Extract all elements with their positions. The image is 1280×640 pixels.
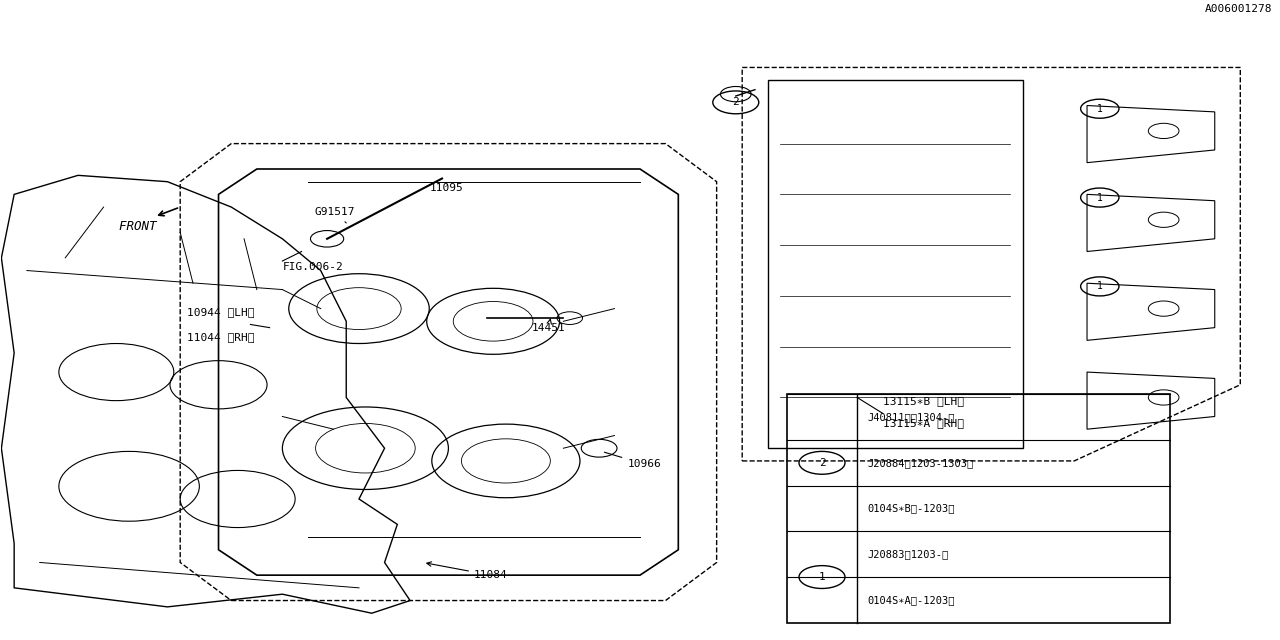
Text: J40811　《1304-》: J40811 《1304-》 xyxy=(868,412,955,422)
Text: A006001278: A006001278 xyxy=(1204,3,1272,13)
Text: FIG.006-2: FIG.006-2 xyxy=(283,262,343,273)
Text: 1: 1 xyxy=(1097,193,1103,202)
Text: 14451: 14451 xyxy=(531,319,566,333)
Text: FRONT: FRONT xyxy=(104,208,178,232)
Text: 10966: 10966 xyxy=(604,452,660,469)
Text: 0104S∗B（-1203）: 0104S∗B（-1203） xyxy=(868,504,955,513)
Text: 1: 1 xyxy=(819,572,826,582)
Text: 13115∗A 〈RH〉: 13115∗A 〈RH〉 xyxy=(883,418,964,428)
Text: 10944 〈LH〉: 10944 〈LH〉 xyxy=(187,307,255,317)
Text: 1: 1 xyxy=(1097,104,1103,114)
Text: J20883《1203-》: J20883《1203-》 xyxy=(868,549,948,559)
Text: 2: 2 xyxy=(819,458,826,468)
Text: 11084: 11084 xyxy=(426,562,508,580)
Text: G91517: G91517 xyxy=(315,207,355,223)
Text: 11044 〈RH〉: 11044 〈RH〉 xyxy=(187,332,255,342)
Text: 0104S∗A（-1203）: 0104S∗A（-1203） xyxy=(868,595,955,605)
Text: 13115∗B 〈LH〉: 13115∗B 〈LH〉 xyxy=(883,396,964,406)
Text: 2: 2 xyxy=(732,97,739,108)
Text: 11095: 11095 xyxy=(429,183,463,193)
Text: J20884《1203-1303》: J20884《1203-1303》 xyxy=(868,458,974,468)
Text: 1: 1 xyxy=(1097,282,1103,291)
